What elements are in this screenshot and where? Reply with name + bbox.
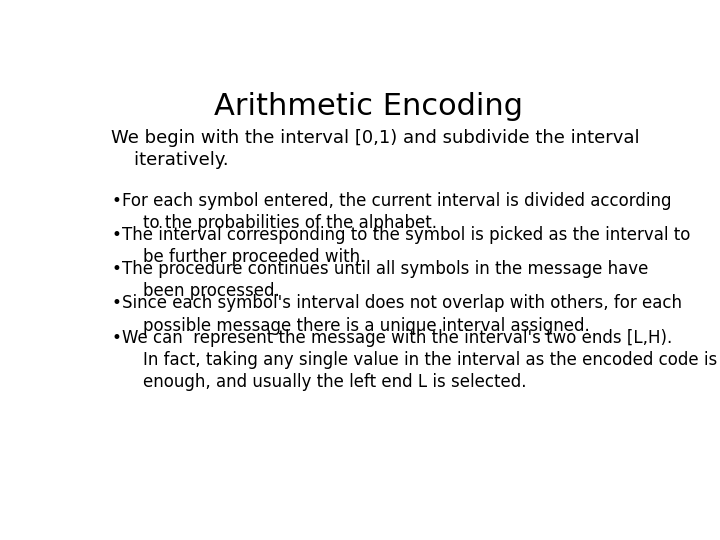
Text: We begin with the interval [0,1) and subdivide the interval
    iteratively.: We begin with the interval [0,1) and sub… [111,129,640,170]
Text: •: • [111,226,121,244]
Text: The procedure continues until all symbols in the message have
    been processed: The procedure continues until all symbol… [122,260,649,300]
Text: •: • [111,294,121,313]
Text: •: • [111,192,121,210]
Text: •: • [111,329,121,347]
Text: For each symbol entered, the current interval is divided according
    to the pr: For each symbol entered, the current int… [122,192,672,232]
Text: •: • [111,260,121,278]
Text: The interval corresponding to the symbol is picked as the interval to
    be fur: The interval corresponding to the symbol… [122,226,690,266]
Text: We can  represent the message with the interval's two ends [L,H).
    In fact, t: We can represent the message with the in… [122,329,718,391]
Text: Arithmetic Encoding: Arithmetic Encoding [215,92,523,121]
Text: Since each symbol's interval does not overlap with others, for each
    possible: Since each symbol's interval does not ov… [122,294,683,335]
